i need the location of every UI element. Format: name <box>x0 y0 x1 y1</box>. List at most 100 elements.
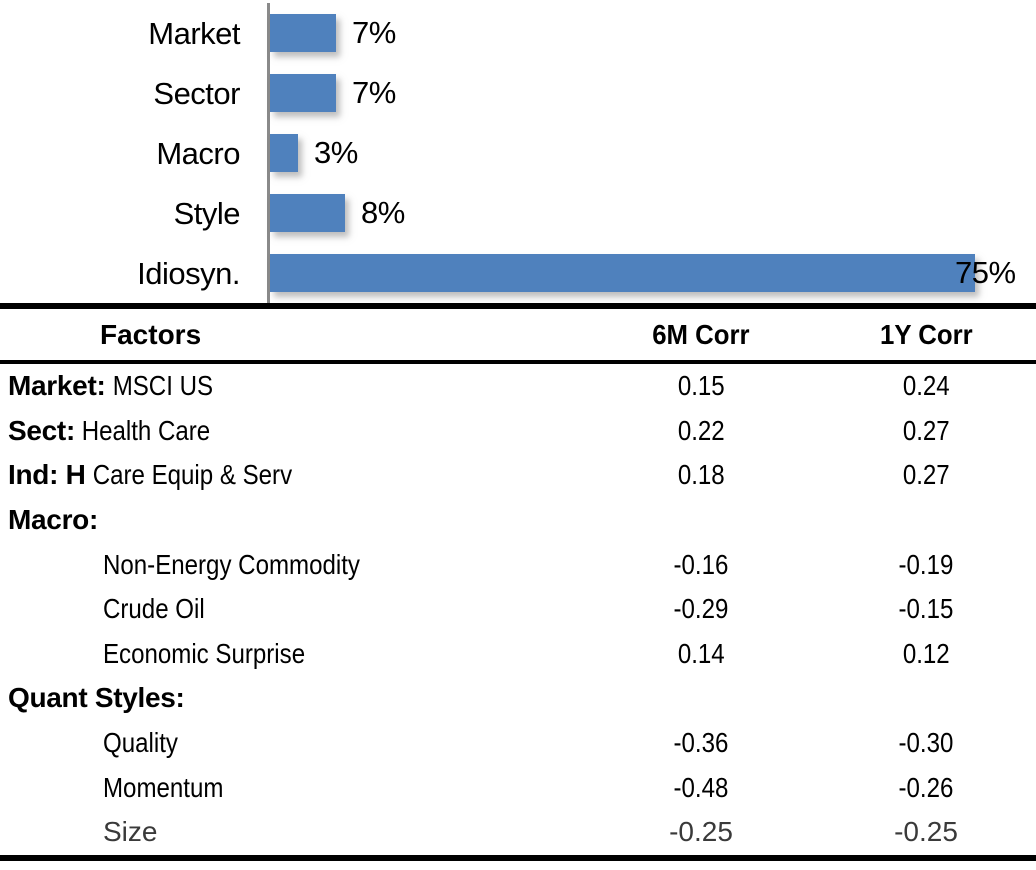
table-row: Quality -0.36 -0.30 <box>0 721 1036 766</box>
chart-category-label: Macro <box>156 135 240 171</box>
factor-name-text: Quality <box>103 727 178 759</box>
corr-1y-cell: -0.30 <box>846 727 1006 759</box>
chart-row: Market 7% <box>0 3 1036 63</box>
corr-6m-cell: 0.15 <box>621 370 781 402</box>
corr-1y-cell-value: -0.19 <box>898 548 954 580</box>
bar-value-label: 7% <box>352 75 396 110</box>
factor-name-cell: Economic Surprise <box>0 638 621 670</box>
factor-name-cell: Quality <box>0 727 621 759</box>
corr-6m-cell-value: 0.18 <box>677 459 725 491</box>
chart-category-label: Market <box>148 15 240 51</box>
table-row: Sect: Health Care 0.22 0.27 <box>0 409 1036 454</box>
corr-1y-cell-value: 0.27 <box>902 414 950 446</box>
factor-name-cell: Ind: H Care Equip & Serv <box>0 459 621 491</box>
column-header-1y-corr: 1Y Corr <box>846 319 1006 351</box>
corr-1y-cell-value: -0.15 <box>898 593 954 625</box>
corr-6m-cell-value: 0.15 <box>677 370 725 402</box>
factor-name-cell: Crude Oil <box>0 593 621 625</box>
bar-value-label: 3% <box>314 135 358 170</box>
table-header-divider <box>0 360 1036 364</box>
corr-6m-cell-value: -0.25 <box>669 816 733 848</box>
corr-6m-cell-value: 0.22 <box>677 414 725 446</box>
corr-1y-cell-value: -0.26 <box>898 771 954 803</box>
chart-category-label: Idiosyn. <box>137 255 240 291</box>
chart-plot-area: 8% <box>267 183 1036 243</box>
table-row: Macro: <box>0 498 1036 543</box>
chart-plot-area: 3% <box>267 123 1036 183</box>
risk-decomposition-bar-chart: Market 7% Sector 7% Macro 3% Style 8% Idiosyn. 75… <box>0 0 1036 303</box>
table-row: Crude Oil -0.29 -0.15 <box>0 587 1036 632</box>
factor-name-cell: Size <box>0 816 621 848</box>
chart-row: Macro 3% <box>0 123 1036 183</box>
corr-1y-cell: -0.25 <box>846 816 1006 848</box>
corr-1y-cell-value: -0.25 <box>894 816 958 848</box>
table-row: Economic Surprise 0.14 0.12 <box>0 632 1036 677</box>
table-row: Size -0.25 -0.25 <box>0 810 1036 855</box>
factor-name-text: Momentum <box>103 771 224 803</box>
chart-row: Idiosyn. 75% <box>0 243 1036 303</box>
factor-prefix-bold: Quant Styles: <box>8 682 185 714</box>
factor-name-text: Size <box>103 816 158 848</box>
factor-correlation-table-body: Market: MSCI US 0.15 0.24 Sect: Health Care… <box>0 364 1036 855</box>
corr-6m-cell: -0.29 <box>621 593 781 625</box>
factor-prefix-bold: Macro: <box>8 504 98 536</box>
column-header-6m-corr-label: 6M Corr <box>652 318 750 350</box>
factor-prefix-bold: Market: <box>8 370 106 402</box>
corr-1y-cell-value: 0.24 <box>902 370 950 402</box>
factor-name-cell: Quant Styles: <box>0 682 621 714</box>
table-row: Non-Energy Commodity -0.16 -0.19 <box>0 542 1036 587</box>
factor-prefix-bold: Ind: H <box>8 459 86 491</box>
corr-1y-cell: -0.15 <box>846 593 1006 625</box>
bar-value-label: 75% <box>955 255 1016 290</box>
chart-bar <box>270 74 336 112</box>
chart-bar <box>270 14 336 52</box>
corr-6m-cell: -0.48 <box>621 772 781 804</box>
column-header-factors-label: Factors <box>100 318 202 350</box>
column-header-factors: Factors <box>0 319 621 351</box>
factor-name-cell: Macro: <box>0 504 621 536</box>
factor-name-cell: Sect: Health Care <box>0 415 621 447</box>
corr-6m-cell: -0.16 <box>621 549 781 581</box>
corr-6m-cell-value: 0.14 <box>677 637 725 669</box>
column-header-1y-corr-label: 1Y Corr <box>879 318 973 350</box>
factor-name-text: Crude Oil <box>103 593 205 625</box>
chart-bar <box>270 254 975 292</box>
factor-prefix-bold: Sect: <box>8 414 75 446</box>
chart-plot-area: 7% <box>267 63 1036 123</box>
factor-name-cell: Non-Energy Commodity <box>0 549 621 581</box>
corr-6m-cell: -0.36 <box>621 727 781 759</box>
corr-1y-cell: 0.12 <box>846 638 1006 670</box>
factor-name-text: Non-Energy Commodity <box>103 548 360 580</box>
chart-category-label: Style <box>173 195 241 231</box>
chart-row: Style 8% <box>0 183 1036 243</box>
corr-1y-cell: 0.24 <box>846 370 1006 402</box>
chart-plot-area: 75% <box>267 243 1036 303</box>
bar-value-label: 8% <box>361 195 405 230</box>
corr-1y-cell: -0.26 <box>846 772 1006 804</box>
table-top-border <box>0 303 1036 309</box>
corr-6m-cell: 0.14 <box>621 638 781 670</box>
corr-6m-cell-value: -0.48 <box>673 771 729 803</box>
table-row: Ind: H Care Equip & Serv 0.18 0.27 <box>0 453 1036 498</box>
factor-name-text: Economic Surprise <box>103 637 306 669</box>
table-header-row: Factors 6M Corr 1Y Corr <box>0 309 1036 360</box>
chart-bar <box>270 194 345 232</box>
table-row: Market: MSCI US 0.15 0.24 <box>0 364 1036 409</box>
table-bottom-border <box>0 854 1036 861</box>
factor-name-cell: Market: MSCI US <box>0 370 621 402</box>
corr-6m-cell: 0.22 <box>621 415 781 447</box>
corr-6m-cell-value: -0.16 <box>673 548 729 580</box>
column-header-6m-corr: 6M Corr <box>621 319 781 351</box>
factor-name-text: Health Care <box>74 414 211 446</box>
corr-6m-cell: -0.25 <box>621 816 781 848</box>
corr-6m-cell: 0.18 <box>621 459 781 491</box>
corr-1y-cell-value: 0.27 <box>902 459 950 491</box>
factor-name-text: MSCI US <box>105 370 213 402</box>
chart-plot-area: 7% <box>267 3 1036 63</box>
corr-6m-cell-value: -0.29 <box>673 593 729 625</box>
corr-1y-cell: -0.19 <box>846 549 1006 581</box>
factor-name-cell: Momentum <box>0 772 621 804</box>
bar-value-label: 7% <box>352 15 396 50</box>
table-row: Momentum -0.48 -0.26 <box>0 765 1036 810</box>
table-row: Quant Styles: <box>0 676 1036 721</box>
